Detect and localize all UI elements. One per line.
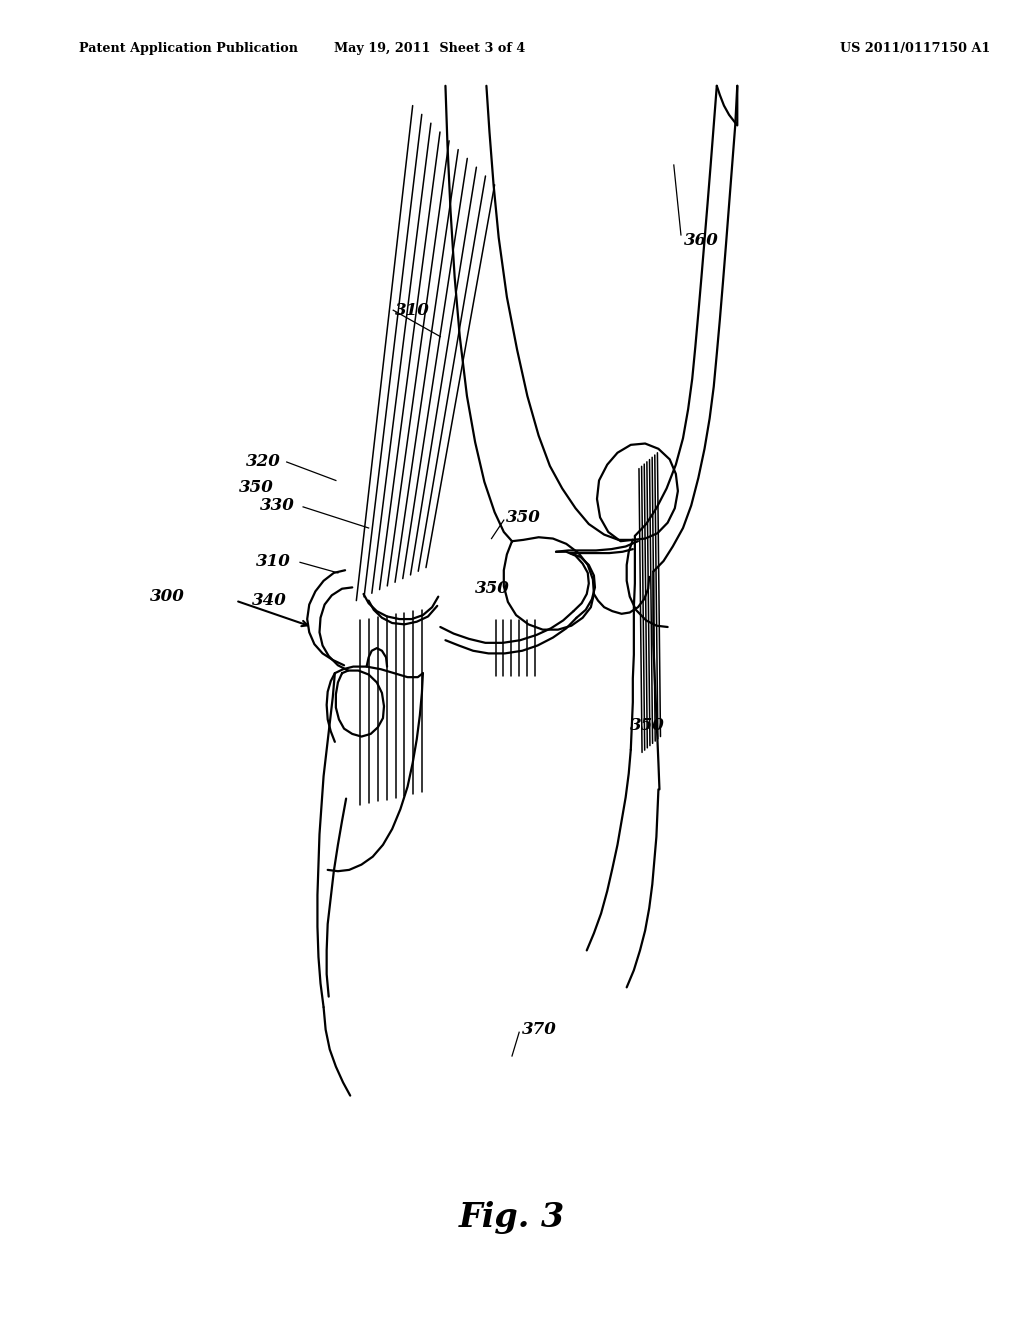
Text: 350: 350 — [506, 510, 541, 525]
Text: Fig. 3: Fig. 3 — [459, 1201, 565, 1233]
Text: 300: 300 — [150, 589, 184, 605]
Text: US 2011/0117150 A1: US 2011/0117150 A1 — [840, 42, 990, 55]
Text: 340: 340 — [252, 593, 287, 609]
Text: Patent Application Publication: Patent Application Publication — [79, 42, 298, 55]
Text: 310: 310 — [256, 553, 291, 569]
Text: 320: 320 — [246, 454, 281, 470]
Text: 360: 360 — [684, 232, 719, 248]
Text: 330: 330 — [260, 498, 295, 513]
Text: 370: 370 — [522, 1022, 557, 1038]
Text: 350: 350 — [239, 479, 273, 495]
Text: 310: 310 — [395, 302, 430, 318]
Text: 350: 350 — [475, 581, 510, 597]
Text: 350: 350 — [630, 718, 665, 734]
Text: May 19, 2011  Sheet 3 of 4: May 19, 2011 Sheet 3 of 4 — [335, 42, 525, 55]
